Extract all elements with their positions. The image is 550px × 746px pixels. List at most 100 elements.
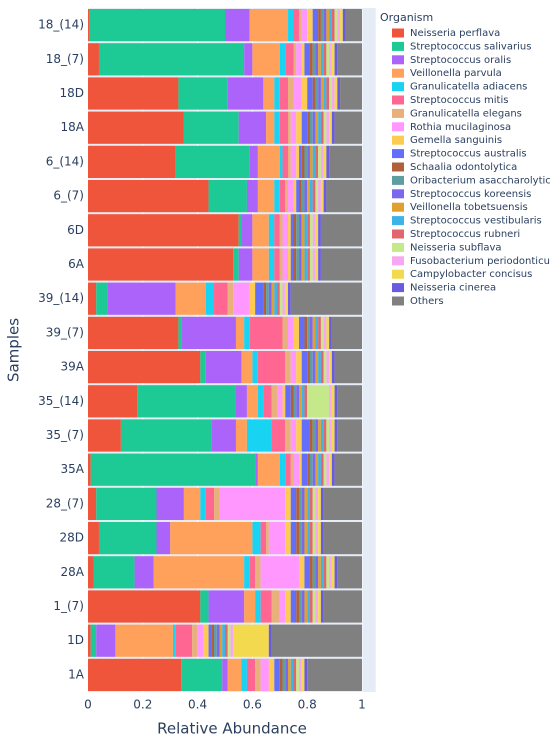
bar-segment (337, 385, 362, 418)
bar-segment (274, 77, 280, 110)
bar-segment (331, 43, 335, 76)
y-tick-label: 39A (61, 360, 85, 374)
bar-segment (274, 248, 280, 281)
bar-segment (320, 351, 324, 384)
bar-segment (282, 248, 289, 281)
bar-segment (285, 180, 289, 213)
bar-segment (318, 419, 321, 452)
bar-segment (331, 77, 335, 110)
y-tick-label: 1A (68, 667, 85, 681)
bar-segment (88, 9, 90, 42)
bar-segment (252, 248, 269, 281)
bar-segment (244, 316, 250, 349)
legend-swatch (392, 68, 404, 78)
bar-segment (301, 522, 305, 555)
bar-segment (312, 180, 316, 213)
bar-segment (340, 77, 362, 110)
bar-segment (323, 351, 327, 384)
bar-segment (315, 43, 319, 76)
bar-segment (241, 658, 247, 691)
legend-label: Neisseria perflava (410, 28, 500, 39)
legend-swatch (392, 82, 404, 92)
bar-segment (312, 316, 316, 349)
bar-segment (326, 43, 330, 76)
bar-segment (277, 385, 283, 418)
bar-segment (181, 658, 223, 691)
bar-segment (282, 145, 289, 178)
bar-segment (331, 111, 335, 144)
bar-segment (301, 385, 305, 418)
bar-segment (246, 419, 272, 452)
bar-segment (175, 145, 250, 178)
bar-segment (200, 590, 209, 623)
legend-label: Schaalia odontolytica (410, 162, 517, 173)
bar-segment (175, 282, 206, 315)
bar-segment (309, 590, 313, 623)
bar-segment (172, 624, 176, 657)
bar-segment (96, 624, 116, 657)
bar-segment (312, 487, 316, 520)
bar-segment (285, 522, 291, 555)
legend-label: Veillonella tobetsuensis (410, 202, 528, 213)
y-tick-label: 1_(7) (53, 599, 84, 613)
bar-segment (225, 624, 228, 657)
bar-segment (309, 351, 313, 384)
legend-swatch (392, 135, 404, 145)
bar-segment (320, 180, 324, 213)
bar-segment (227, 624, 231, 657)
y-tick-label: 18_(14) (38, 18, 84, 32)
bar-segment (288, 180, 294, 213)
bar-segment (323, 487, 362, 520)
bar-segment (137, 385, 236, 418)
bar-segment (334, 453, 362, 486)
y-tick-label: 18D (59, 86, 84, 100)
bar-segment (268, 624, 272, 657)
bar-segment (98, 43, 245, 76)
bar-segment (298, 316, 305, 349)
bar-segment (296, 248, 299, 281)
bar-segment (241, 351, 253, 384)
bar-segment (233, 248, 239, 281)
bar-segment (249, 145, 258, 178)
bar-segment (312, 522, 316, 555)
bar-segment (255, 453, 258, 486)
bar-segment (279, 214, 283, 247)
legend-label: Gemella sanguinis (410, 135, 502, 146)
y-tick-label: 1D (67, 633, 84, 647)
y-tick-label: 6A (68, 257, 85, 271)
bar-segment (309, 145, 313, 178)
legend-label: Streptococcus salivarius (410, 41, 531, 52)
bar-segment (263, 385, 272, 418)
bar-segment (320, 214, 362, 247)
bar-segment (257, 351, 286, 384)
bar-segment (282, 316, 289, 349)
bar-segment (88, 522, 99, 555)
bar-segment (318, 77, 321, 110)
bar-segment (304, 590, 308, 623)
bar-segment (304, 522, 308, 555)
bar-segment (309, 248, 313, 281)
bar-segment (266, 111, 275, 144)
bar-segment (282, 658, 286, 691)
bar-segment (293, 385, 297, 418)
bar-segment (255, 282, 264, 315)
bar-segment (307, 9, 313, 42)
bar-segment (315, 316, 319, 349)
bar-segment (331, 419, 335, 452)
bar-segment (329, 9, 332, 42)
bar-segment (211, 419, 236, 452)
bar-segment (323, 453, 327, 486)
bar-segment (304, 43, 310, 76)
bar-segment (285, 385, 291, 418)
bar-segment (296, 590, 299, 623)
y-tick-label: 39_(7) (46, 325, 84, 339)
legend-swatch (392, 108, 404, 118)
bar-segment (98, 522, 157, 555)
bar-segment (134, 556, 154, 589)
bar-segment (307, 385, 330, 418)
bar-segment (304, 385, 308, 418)
bar-segment (197, 624, 204, 657)
bar-segment (309, 556, 313, 589)
bar-segment (323, 590, 362, 623)
bar-segment (257, 145, 280, 178)
